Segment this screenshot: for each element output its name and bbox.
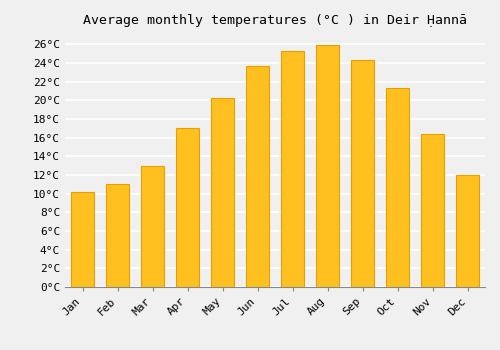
Bar	[421, 134, 444, 287]
Bar	[176, 128, 199, 287]
Bar	[211, 98, 234, 287]
Bar	[386, 88, 409, 287]
Bar	[281, 51, 304, 287]
Bar	[456, 175, 479, 287]
Bar	[106, 184, 129, 287]
Bar	[246, 66, 269, 287]
Bar	[141, 166, 164, 287]
Bar	[316, 45, 339, 287]
Bar	[351, 60, 374, 287]
Bar	[71, 192, 94, 287]
Title: Average monthly temperatures (°C ) in Deir Ḥannā: Average monthly temperatures (°C ) in De…	[83, 14, 467, 27]
